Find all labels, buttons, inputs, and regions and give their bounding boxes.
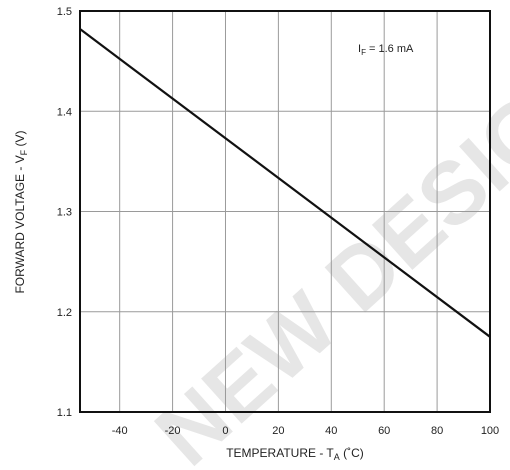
plot-frame xyxy=(79,10,491,413)
x-tick-label: 80 xyxy=(431,425,443,437)
y-tick-labels: 1.1 1.2 1.3 1.4 1.5 xyxy=(57,6,72,419)
y-tick-label: 1.3 xyxy=(57,207,72,219)
x-tick-label: 20 xyxy=(272,425,284,437)
y-axis-title: FORWARD VOLTAGE - VF (V) xyxy=(13,130,29,293)
x-tick-label: -20 xyxy=(165,425,181,437)
y-tick-label: 1.4 xyxy=(57,106,72,118)
grid xyxy=(80,11,490,412)
watermark: NEW DESIGN xyxy=(136,31,510,470)
x-tick-label: 0 xyxy=(222,425,228,437)
series-line-0 xyxy=(79,28,491,338)
x-tick-label: 100 xyxy=(481,425,499,437)
annotation: IF = 1.6 mA xyxy=(358,43,414,57)
x-tick-label: 60 xyxy=(378,425,390,437)
x-tick-labels: -40 -20 0 20 40 60 80 100 xyxy=(112,425,499,437)
x-tick-label: -40 xyxy=(112,425,128,437)
x-axis-title: TEMPERATURE - TA (˚C) xyxy=(226,446,364,462)
series-group xyxy=(79,28,491,338)
y-tick-label: 1.2 xyxy=(57,307,72,319)
y-tick-label: 1.5 xyxy=(57,6,72,18)
y-tick-label: 1.1 xyxy=(57,407,72,419)
x-tick-label: 40 xyxy=(325,425,337,437)
